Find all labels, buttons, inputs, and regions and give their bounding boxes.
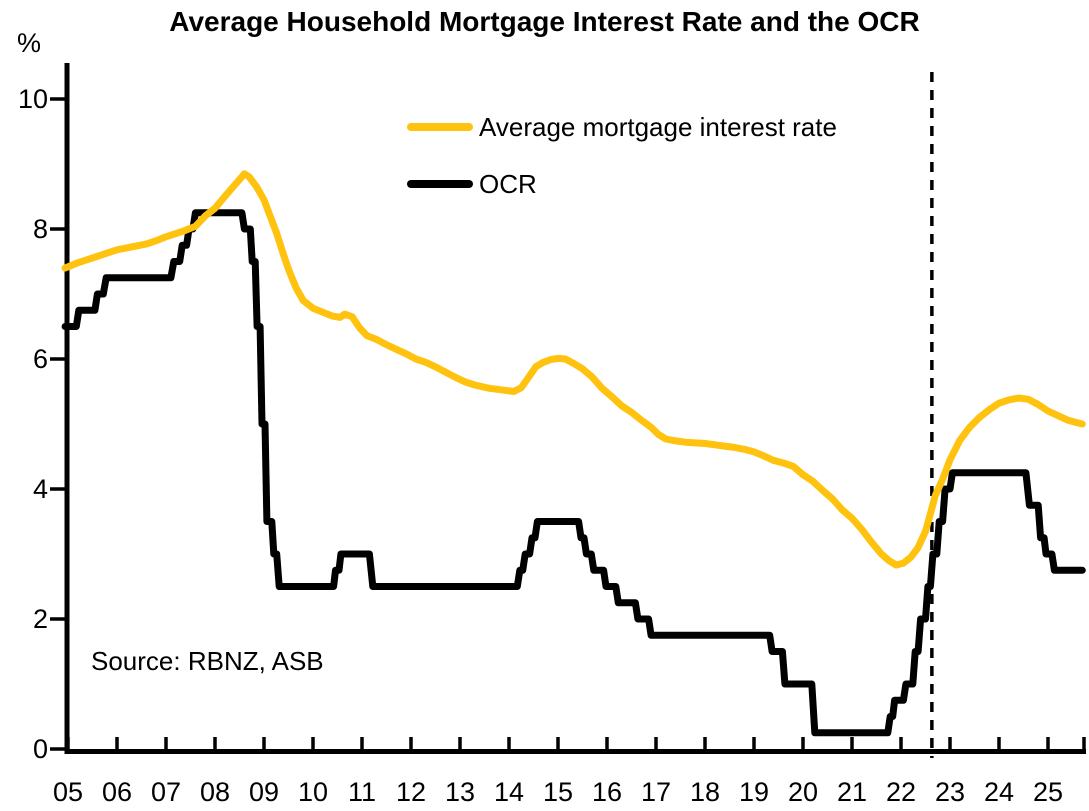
x-tick-label: 08 xyxy=(200,777,230,807)
x-tick-label: 06 xyxy=(102,777,132,807)
x-tick-label: 13 xyxy=(445,777,475,807)
x-tick-label: 07 xyxy=(151,777,181,807)
legend-label-ocr: OCR xyxy=(479,169,537,199)
x-tick-label: 19 xyxy=(739,777,769,807)
mortgage-line xyxy=(61,170,1086,569)
x-tick-label: 24 xyxy=(984,777,1014,807)
x-tick-label: 14 xyxy=(494,777,524,807)
x-tick-label: 18 xyxy=(690,777,720,807)
legend-item-mortgage: Average mortgage interest rate xyxy=(407,112,837,142)
x-tick-label: 16 xyxy=(592,777,622,807)
y-tick-label: 0 xyxy=(33,734,48,764)
y-tick-label: 6 xyxy=(33,344,48,374)
legend-label-mortgage: Average mortgage interest rate xyxy=(479,112,837,142)
x-tick-label: 11 xyxy=(348,777,376,807)
x-tick-label: 25 xyxy=(1033,777,1063,807)
x-tick-label: 12 xyxy=(396,777,426,807)
source-note: Source: RBNZ, ASB xyxy=(91,646,324,676)
y-tick-label: 2 xyxy=(33,604,48,634)
x-tick-label: 09 xyxy=(249,777,279,807)
ocr-line xyxy=(61,209,1086,737)
x-tick-label: 15 xyxy=(543,777,573,807)
chart-legend: Average mortgage interest rate OCR xyxy=(407,112,837,226)
mortgage-line-swatch xyxy=(407,123,473,131)
x-tick-label: 10 xyxy=(298,777,328,807)
x-tick-label: 21 xyxy=(837,777,867,807)
y-tick-label: 8 xyxy=(33,214,48,244)
ocr-line-swatch xyxy=(407,180,473,188)
x-tick-label: 05 xyxy=(53,777,83,807)
y-axis-unit-label: % xyxy=(17,28,42,58)
y-tick-label: 10 xyxy=(18,84,48,114)
legend-item-ocr: OCR xyxy=(407,169,837,199)
y-tick-label: 4 xyxy=(33,474,48,504)
x-tick-label: 22 xyxy=(886,777,916,807)
chart-title: Average Household Mortgage Interest Rate… xyxy=(169,6,920,37)
x-tick-label: 17 xyxy=(641,777,671,807)
x-tick-label: 20 xyxy=(788,777,818,807)
x-tick-label: 23 xyxy=(935,777,965,807)
